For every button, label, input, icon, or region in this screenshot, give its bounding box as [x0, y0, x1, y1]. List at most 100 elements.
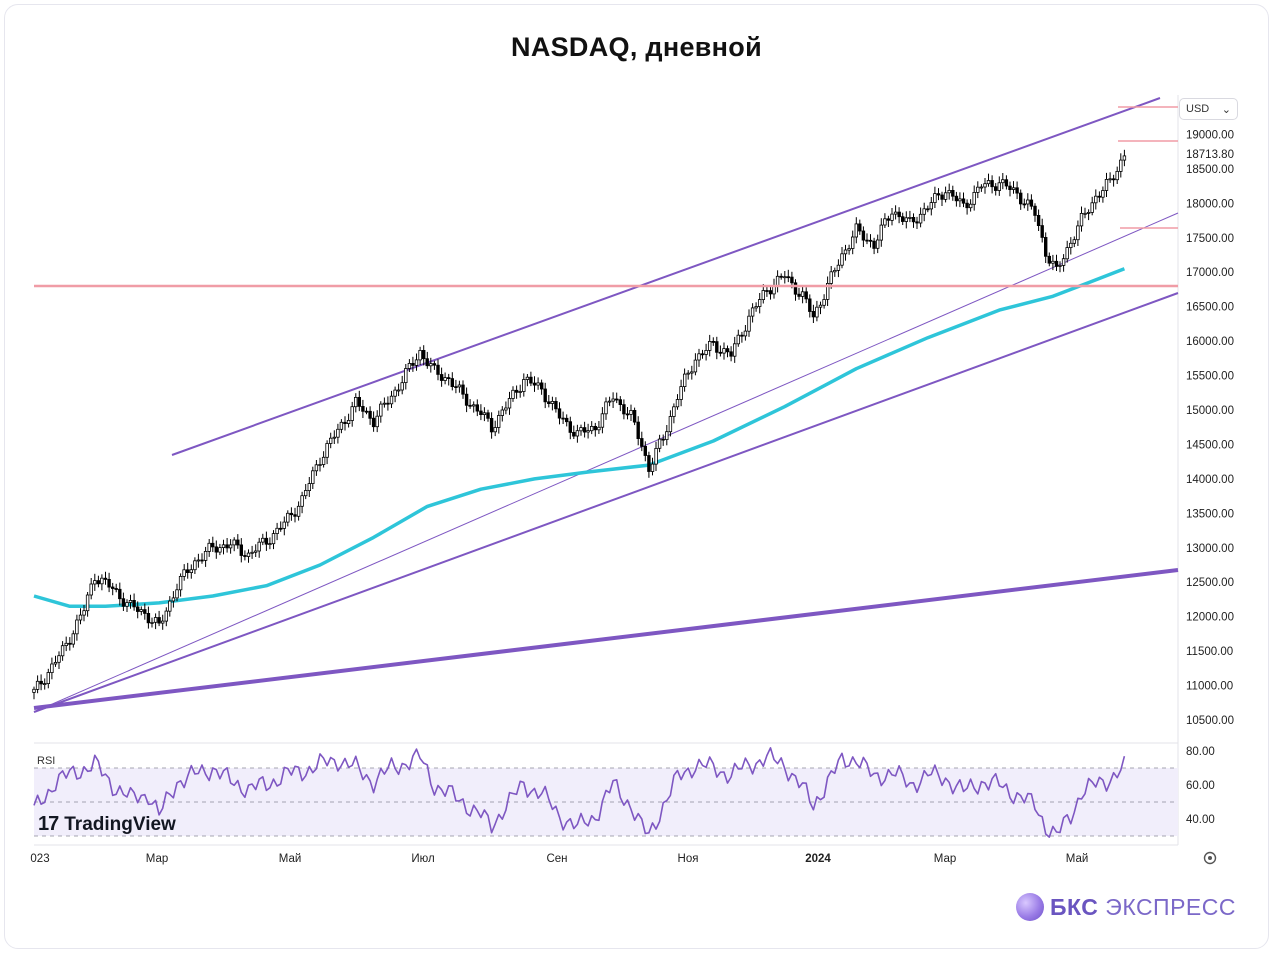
candle-body [511, 389, 515, 399]
candle-body [400, 382, 404, 391]
y-tick-label: 17500.00 [1186, 233, 1234, 245]
candle-body [261, 537, 265, 543]
candle-body [128, 600, 133, 603]
x-tick-label: Июл [411, 853, 434, 865]
candle-body [650, 463, 655, 472]
candle-body [861, 230, 866, 241]
candle-body [826, 282, 830, 300]
candle-body [954, 195, 959, 202]
candle-body [858, 223, 862, 232]
candle-body [1104, 178, 1109, 191]
candle-body [450, 378, 454, 388]
candle-body [185, 569, 190, 573]
candle-body [71, 633, 75, 645]
candle-body [421, 349, 426, 360]
candle-body [89, 583, 93, 596]
candle-body [143, 609, 147, 614]
candle-body [75, 619, 79, 635]
candle-body [107, 579, 111, 588]
candle-body [697, 353, 701, 361]
rsi-tick-label: 80.00 [1186, 746, 1215, 758]
candle-body [475, 404, 479, 412]
candle-body [1108, 178, 1112, 181]
candle-body [665, 431, 669, 441]
candle-body [368, 410, 372, 419]
rsi-label: RSI [37, 755, 55, 767]
candle-body [693, 359, 698, 373]
candle-body [525, 376, 530, 380]
candle-body [60, 645, 65, 657]
y-tick-label: 13000.00 [1186, 543, 1234, 555]
candle-body [1058, 264, 1062, 267]
candle-body [178, 576, 183, 591]
candle-body [1090, 202, 1094, 213]
candle-body [311, 470, 315, 484]
candle-body [507, 398, 512, 409]
candle-body [868, 239, 873, 242]
candle-body [876, 239, 880, 249]
candle-body [636, 421, 640, 440]
candle-body [540, 382, 544, 390]
candle-body [715, 341, 719, 353]
candle-body [150, 622, 154, 624]
candle-body [597, 426, 601, 431]
candle-body [489, 417, 494, 433]
candle-body [879, 224, 883, 241]
candle-body [1069, 242, 1073, 249]
candle-body [758, 299, 762, 307]
candle-body [718, 351, 723, 354]
candle-body [275, 527, 279, 534]
candle-body [479, 410, 483, 415]
y-tick-label: 11500.00 [1186, 646, 1233, 658]
candle-body [790, 276, 794, 284]
candle-body [160, 620, 165, 624]
candle-body [114, 588, 118, 590]
candle-body [1015, 187, 1019, 194]
candle-body [300, 495, 304, 507]
candle-body [1094, 195, 1098, 204]
currency-select[interactable]: USD ⌄ [1179, 98, 1238, 120]
candle-body [210, 542, 215, 548]
candle-body [836, 264, 841, 271]
candle-body [936, 193, 941, 196]
candle-body [865, 239, 869, 242]
candle-body [590, 425, 594, 432]
candle-body [754, 306, 758, 309]
candle-body [418, 349, 422, 361]
candle-body [686, 372, 690, 375]
candle-body [976, 186, 980, 193]
candle-body [514, 389, 519, 393]
candle-body [43, 683, 47, 685]
gear-icon[interactable] [1203, 851, 1217, 865]
candle-body [958, 198, 962, 202]
candle-body [711, 340, 715, 343]
candle-body [1019, 192, 1023, 205]
candle-body [765, 290, 769, 292]
candle-body [182, 569, 186, 577]
candle-body [50, 663, 54, 674]
candle-body [725, 348, 730, 353]
y-tick-label: 17000.00 [1186, 267, 1234, 279]
candle-body [221, 544, 226, 548]
candle-body [118, 588, 122, 600]
candle-body [793, 282, 798, 295]
candle-body [278, 527, 283, 530]
y-tick-label: 16500.00 [1186, 302, 1234, 314]
candle-body [600, 413, 605, 428]
candle-body [529, 376, 533, 384]
candle-body [1047, 255, 1051, 264]
candle-body [911, 216, 916, 223]
candle-body [986, 180, 991, 185]
candle-body [250, 551, 254, 554]
candle-body [615, 398, 619, 401]
candle-body [96, 580, 101, 585]
candle-body [736, 334, 740, 345]
candle-body [146, 613, 151, 624]
candle-body [85, 594, 90, 612]
candle-body [68, 642, 72, 645]
candle-body [353, 396, 358, 408]
candle-body [153, 617, 158, 623]
tradingview-logo-icon: 17 [38, 813, 59, 835]
candle-body [228, 544, 233, 549]
